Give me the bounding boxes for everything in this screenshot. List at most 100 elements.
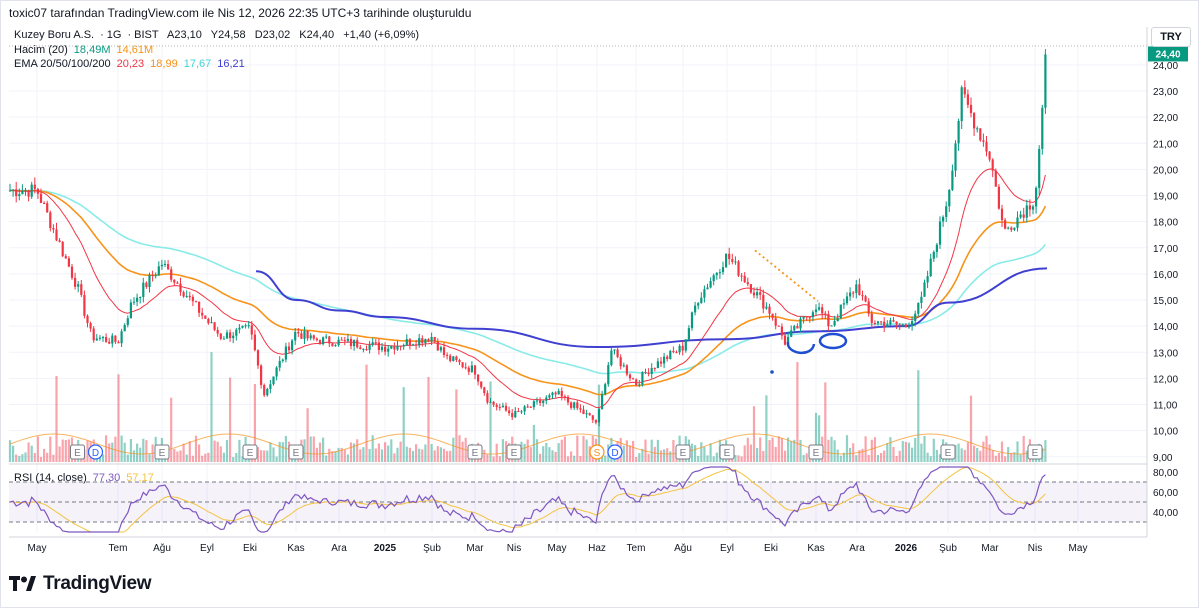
rsi-legend[interactable]: RSI (14, close) 77,30 57,17 <box>14 472 160 484</box>
volume-bar <box>278 441 281 462</box>
candle <box>783 335 787 345</box>
price-tick-label: 17,00 <box>1153 244 1178 255</box>
volume-bar <box>185 454 188 462</box>
volume-bar <box>362 447 365 462</box>
price-tick-label: 20,00 <box>1153 165 1178 176</box>
symbol-interval: 1G <box>106 29 122 41</box>
candle <box>67 258 70 267</box>
candle <box>232 335 235 339</box>
candle <box>477 374 480 382</box>
candle <box>929 258 932 277</box>
volume-bar <box>322 437 325 462</box>
volume-bar <box>182 443 185 462</box>
candle <box>867 301 870 314</box>
volume-bar <box>55 375 58 462</box>
candle <box>70 266 74 278</box>
volume-bar <box>833 440 836 462</box>
candle <box>991 159 994 171</box>
volume-bar <box>229 377 232 462</box>
volume-bar <box>43 448 46 462</box>
volume-bar <box>24 452 27 462</box>
volume-bar <box>312 436 315 462</box>
rsi-tick-label: 60,00 <box>1153 488 1178 499</box>
volume-bar <box>994 455 997 462</box>
volume-bar <box>136 443 139 462</box>
volume-bar <box>132 450 136 462</box>
open-value: 23,10 <box>174 29 202 41</box>
volume-bar <box>1013 452 1016 462</box>
tradingview-logo[interactable]: TradingView <box>9 573 152 595</box>
volume-bar <box>145 440 148 462</box>
candle <box>58 240 61 242</box>
volume-bar <box>98 454 101 462</box>
candle <box>142 282 145 297</box>
candle <box>210 322 213 324</box>
rsi-label: RSI (14, close) <box>14 472 87 484</box>
earnings-marker <box>940 444 956 460</box>
candle <box>185 296 188 298</box>
candle <box>954 143 957 171</box>
volume-bar <box>433 450 436 462</box>
ema-legend[interactable]: EMA 20/50/100/200 20,23 18,99 17,67 16,21 <box>14 58 251 70</box>
candle <box>613 349 616 351</box>
dividend-marker <box>87 444 104 460</box>
candle <box>30 184 33 197</box>
volume-legend[interactable]: Hacim (20) 18,49M 14,61M <box>14 44 159 56</box>
volume-bar <box>920 443 923 462</box>
price-tick-label: 10,00 <box>1153 427 1178 438</box>
volume-bar <box>8 440 12 462</box>
candle <box>238 327 241 330</box>
candle <box>898 324 901 326</box>
candle <box>858 284 861 296</box>
volume-bar <box>932 438 935 462</box>
candle <box>303 330 306 339</box>
symbol-legend[interactable]: Kuzey Boru A.S. · 1G · BIST A23,10 Y24,58 D2… <box>14 29 420 41</box>
candle <box>74 277 77 287</box>
candle <box>480 381 483 388</box>
candle <box>526 406 529 408</box>
candle <box>678 345 681 353</box>
candle <box>39 193 43 204</box>
candle <box>616 349 619 358</box>
price-tick-label: 14,00 <box>1153 322 1178 333</box>
candle <box>973 113 976 129</box>
volume-value: 18,49M <box>73 44 111 56</box>
volume-bar <box>737 455 740 462</box>
candle <box>173 279 176 283</box>
candle <box>235 329 238 336</box>
candle <box>194 301 198 303</box>
candle <box>331 343 334 347</box>
candle <box>514 411 517 418</box>
volume-bar <box>61 439 64 462</box>
candle <box>873 322 876 324</box>
candle <box>464 367 467 369</box>
candle <box>250 325 253 335</box>
candle <box>340 339 343 341</box>
candle <box>418 338 421 346</box>
volume-bar <box>27 442 30 462</box>
candle <box>179 283 182 293</box>
candle <box>18 194 21 197</box>
candle <box>1025 205 1028 218</box>
volume-bar <box>901 441 904 462</box>
volume-bar <box>570 451 573 462</box>
candle <box>1013 227 1016 230</box>
candle <box>467 367 470 372</box>
volume-bar <box>436 446 439 462</box>
volume-bar <box>979 450 982 462</box>
volume-bar <box>210 352 213 462</box>
time-tick-label: Haz <box>588 543 606 554</box>
candle <box>706 287 709 290</box>
candle <box>64 256 67 259</box>
volume-bar <box>368 448 371 462</box>
candle <box>542 400 545 404</box>
volume-bar <box>1044 440 1047 462</box>
currency-button[interactable]: TRY <box>1151 27 1191 47</box>
volume-bar <box>774 446 777 462</box>
candle <box>495 404 498 407</box>
candle <box>278 360 281 368</box>
volume-bar <box>883 450 886 462</box>
event-label: E <box>724 448 731 459</box>
candle <box>1000 208 1004 221</box>
